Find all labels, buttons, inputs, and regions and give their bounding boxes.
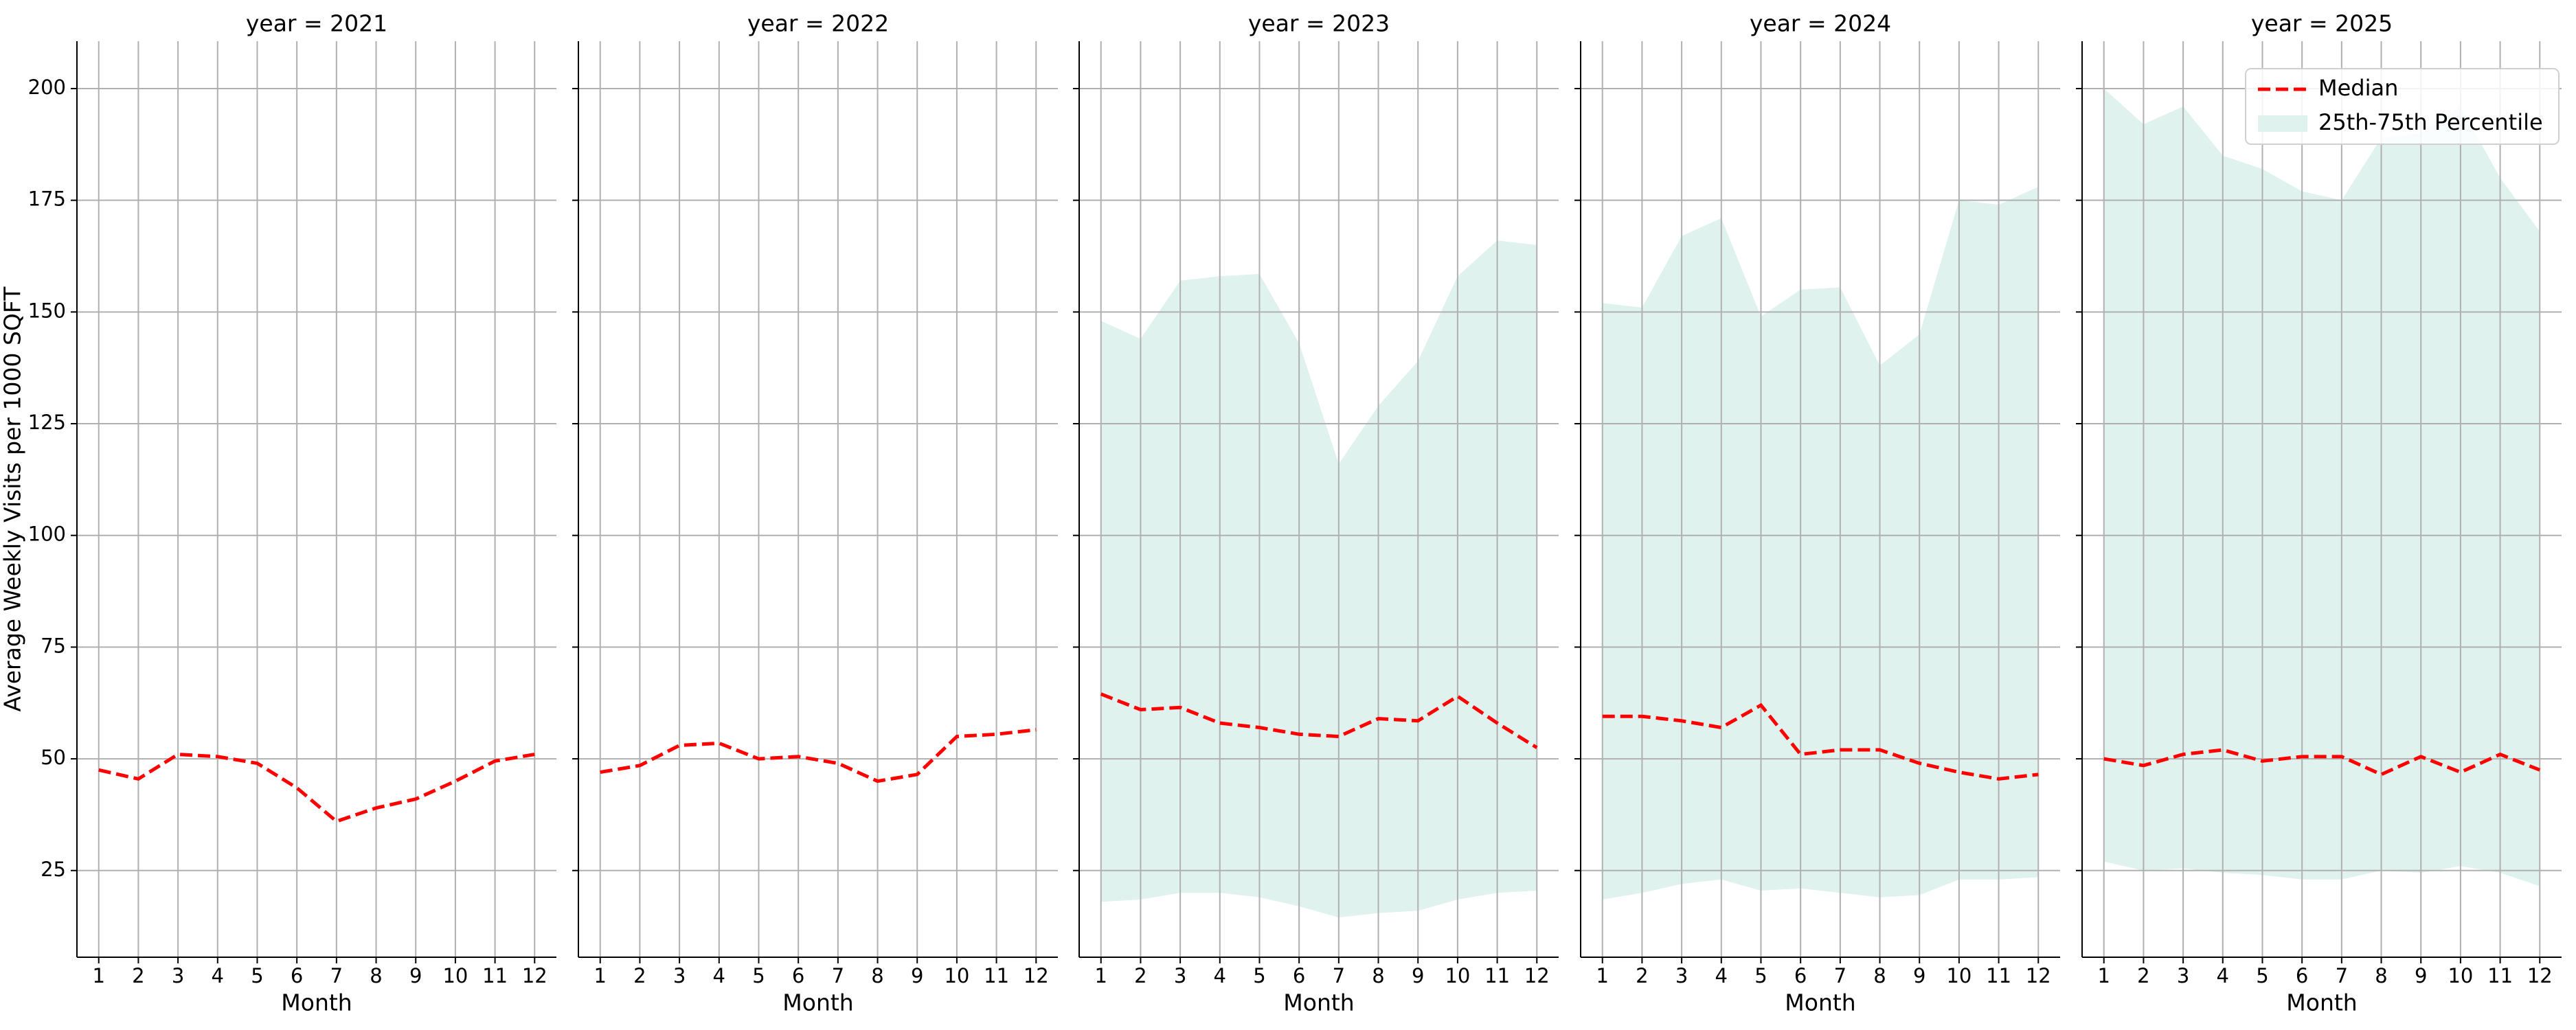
x-tick-label: 12 — [1024, 964, 1049, 987]
x-tick-label: 4 — [1715, 964, 1728, 987]
x-tick-label: 9 — [2415, 964, 2427, 987]
x-axis-label: Month — [1785, 989, 1855, 1016]
x-tick-label: 2 — [1134, 964, 1146, 987]
x-tick-label: 8 — [370, 964, 382, 987]
x-tick-label: 2 — [2137, 964, 2149, 987]
x-tick-label: 8 — [1372, 964, 1384, 987]
y-tick-label: 100 — [28, 523, 66, 546]
x-tick-label: 9 — [1412, 964, 1424, 987]
x-tick-label: 5 — [1253, 964, 1265, 987]
x-tick-label: 12 — [2527, 964, 2553, 987]
x-axis-label: Month — [281, 989, 352, 1016]
legend-label: 25th-75th Percentile — [2318, 109, 2543, 135]
x-tick-label: 8 — [2375, 964, 2387, 987]
x-axis-label: Month — [782, 989, 853, 1016]
median-line — [98, 753, 535, 823]
x-tick-label: 10 — [2448, 964, 2473, 987]
x-tick-label: 7 — [1333, 964, 1345, 987]
median-line — [1602, 702, 2039, 781]
x-tick-label: 2 — [633, 964, 646, 987]
x-tick-label: 4 — [212, 964, 224, 987]
x-tick-label: 11 — [1986, 964, 2011, 987]
x-tick-label: 3 — [1675, 964, 1688, 987]
x-tick-label: 12 — [1524, 964, 1550, 987]
x-tick-label: 10 — [442, 964, 468, 987]
panel-title: year = 2024 — [1750, 10, 1891, 37]
x-tick-label: 11 — [1484, 964, 1510, 987]
percentile-band — [2103, 88, 2540, 886]
panel-title: year = 2025 — [2251, 10, 2393, 37]
x-tick-label: 5 — [2256, 964, 2268, 987]
x-tick-label: 9 — [911, 964, 923, 987]
x-tick-label: 6 — [2296, 964, 2308, 987]
x-tick-label: 10 — [1445, 964, 1470, 987]
x-tick-label: 8 — [871, 964, 883, 987]
x-tick-label: 3 — [673, 964, 686, 987]
x-tick-label: 1 — [594, 964, 607, 987]
x-tick-label: 6 — [291, 964, 303, 987]
x-tick-label: 5 — [1754, 964, 1767, 987]
x-tick-label: 12 — [2026, 964, 2051, 987]
y-tick-label: 175 — [28, 187, 66, 211]
median-line — [600, 728, 1037, 783]
x-tick-label: 1 — [1596, 964, 1609, 987]
panel-title: year = 2022 — [747, 10, 889, 37]
x-tick-label: 5 — [752, 964, 765, 987]
x-tick-label: 6 — [1293, 964, 1305, 987]
x-tick-label: 3 — [2177, 964, 2189, 987]
x-tick-label: 11 — [2487, 964, 2513, 987]
x-tick-label: 3 — [172, 964, 184, 987]
x-tick-label: 6 — [1794, 964, 1807, 987]
x-tick-label: 1 — [93, 964, 105, 987]
x-tick-label: 12 — [522, 964, 547, 987]
y-tick-label: 150 — [28, 299, 66, 322]
x-axis-label: Month — [1283, 989, 1354, 1016]
x-tick-label: 7 — [832, 964, 844, 987]
x-tick-label: 11 — [482, 964, 508, 987]
x-tick-label: 6 — [792, 964, 804, 987]
x-tick-label: 9 — [1913, 964, 1925, 987]
x-tick-label: 11 — [984, 964, 1009, 987]
x-tick-label: 2 — [1636, 964, 1648, 987]
x-tick-label: 1 — [2098, 964, 2110, 987]
median-line — [2103, 748, 2541, 777]
x-axis-label: Month — [2286, 989, 2357, 1016]
panel-title: year = 2023 — [1248, 10, 1390, 37]
y-tick-label: 125 — [28, 411, 66, 434]
x-tick-label: 4 — [713, 964, 725, 987]
x-tick-label: 2 — [132, 964, 144, 987]
x-tick-label: 7 — [330, 964, 343, 987]
x-tick-label: 9 — [409, 964, 422, 987]
y-tick-label: 25 — [41, 858, 66, 881]
legend-patch — [2258, 115, 2307, 132]
x-tick-label: 5 — [251, 964, 263, 987]
y-tick-label: 75 — [41, 634, 66, 657]
percentile-band — [1602, 187, 2039, 900]
x-tick-label: 4 — [2217, 964, 2229, 987]
y-axis-label: Average Weekly Visits per 1000 SQFT — [0, 286, 26, 712]
x-tick-label: 1 — [1095, 964, 1107, 987]
x-tick-label: 10 — [944, 964, 969, 987]
percentile-band — [1100, 240, 1537, 918]
legend: Median 25th-75th Percentile — [2245, 68, 2560, 145]
x-tick-label: 10 — [1946, 964, 1971, 987]
y-tick-label: 50 — [41, 746, 66, 769]
x-tick-label: 7 — [2336, 964, 2348, 987]
x-tick-label: 4 — [1214, 964, 1226, 987]
x-tick-label: 3 — [1174, 964, 1186, 987]
median-line — [1100, 692, 1538, 749]
x-tick-label: 7 — [1834, 964, 1846, 987]
panel-title: year = 2021 — [246, 10, 387, 37]
y-tick-label: 200 — [28, 76, 66, 99]
x-tick-label: 8 — [1873, 964, 1886, 987]
legend-box — [2245, 68, 2560, 145]
legend-label: Median — [2318, 75, 2398, 101]
